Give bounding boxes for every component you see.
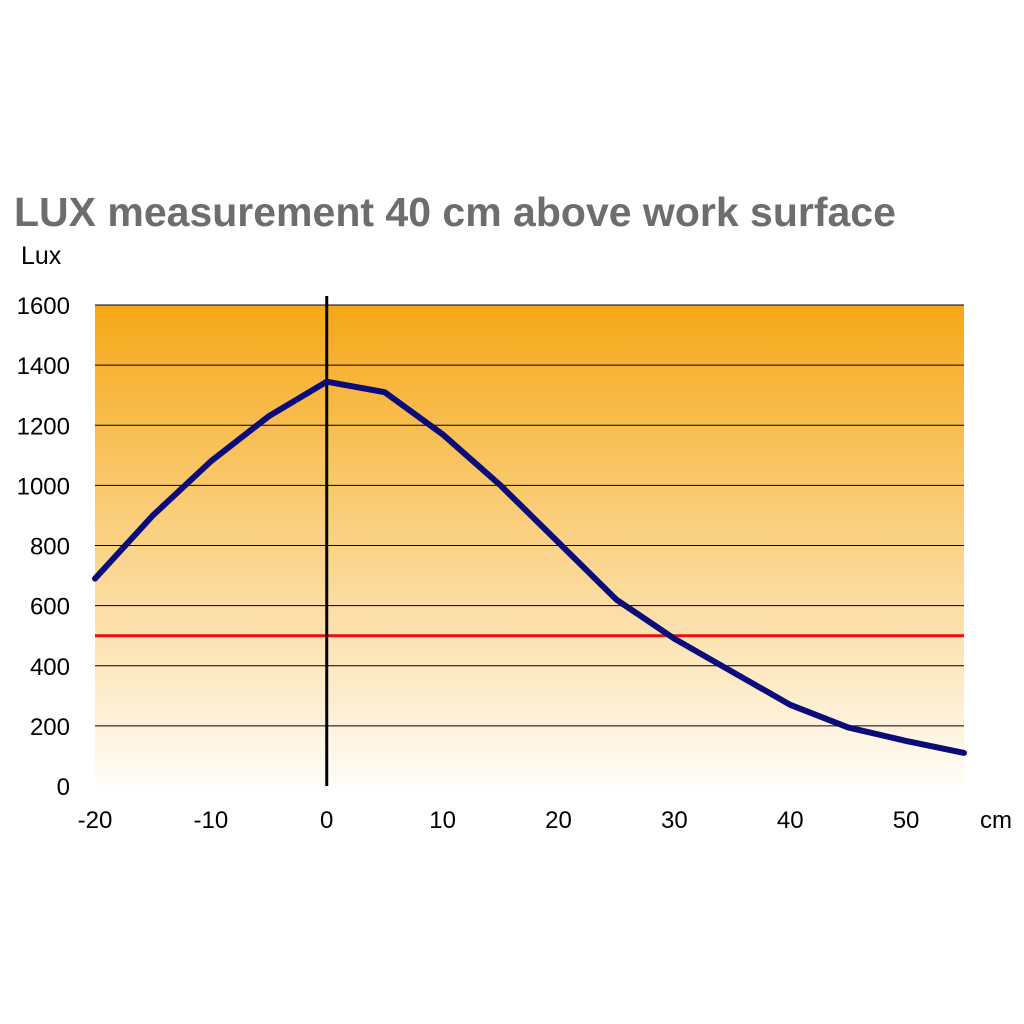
x-tick-label: 10 (429, 807, 456, 834)
x-tick-label: 40 (777, 807, 804, 834)
y-tick-label: 0 (57, 774, 70, 801)
chart-title: LUX measurement 40 cm above work surface (14, 189, 896, 235)
series-group (92, 378, 967, 756)
y-tick-label: 1400 (17, 353, 70, 380)
y-tick-label: 1200 (17, 413, 70, 440)
x-tick-labels: -20 -10 0 10 20 30 40 50 (78, 807, 920, 834)
x-tick-label: 0 (320, 807, 333, 834)
y-tick-label: 600 (30, 594, 70, 621)
x-tick-label: 20 (545, 807, 572, 834)
y-tick-label: 1600 (17, 293, 70, 320)
x-tick-label: 30 (661, 807, 688, 834)
y-axis-label: Lux (21, 242, 62, 270)
x-tick-label: -10 (194, 807, 229, 834)
y-tick-label: 200 (30, 714, 70, 741)
gridlines (95, 304, 964, 727)
y-tick-label: 400 (30, 654, 70, 681)
series-line (92, 378, 967, 756)
x-tick-label: 50 (893, 807, 920, 834)
y-tick-label: 800 (30, 534, 70, 561)
y-tick-labels: 0 200 400 600 800 1000 1200 1400 1600 (17, 293, 70, 801)
x-tick-label: -20 (78, 807, 113, 834)
y-tick-label: 1000 (17, 473, 70, 500)
x-axis-label: cm (980, 807, 1012, 834)
